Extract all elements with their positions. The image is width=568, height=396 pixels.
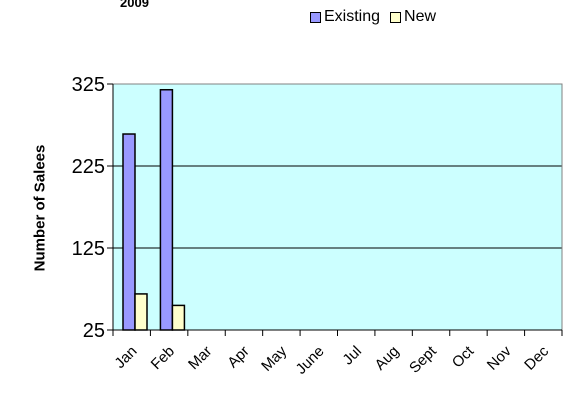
y-tick-label-25: 25 [83,320,105,342]
x-tick-label-may: May [258,342,290,374]
legend-label-new: New [404,8,437,25]
x-tick-label-dec: Dec [521,342,552,373]
legend: Existing New [310,8,446,26]
legend-item-new: New [390,8,436,26]
x-tick-label-mar: Mar [185,343,215,373]
y-tick-label-125: 125 [72,238,105,260]
y-tick-label-325: 325 [72,74,105,96]
y-tick-label-225: 225 [72,156,105,178]
legend-swatch-new [390,11,402,23]
x-tick-label-aug: Aug [372,343,403,374]
legend-label-existing: Existing [324,8,381,25]
legend-item-existing: Existing [310,8,380,26]
x-tick-label-feb: Feb [148,343,178,373]
x-tick-label-nov: Nov [484,342,515,373]
chart-title: 2009 [120,0,149,10]
x-tick-label-sept: Sept [406,342,440,376]
plot-area [113,84,562,330]
x-tick-label-apr: Apr [224,343,253,372]
x-tick-label-june: June [293,343,328,378]
x-tick-label-jan: Jan [111,343,140,372]
bar-new-feb [171,304,186,331]
legend-swatch-existing [310,11,321,23]
x-tick-label-oct: Oct [449,342,478,371]
x-tick-label-jul: Jul [339,343,365,369]
bar-existing-feb [159,88,174,331]
bar-existing-jan [122,133,136,331]
bar-new-jan [134,293,148,331]
